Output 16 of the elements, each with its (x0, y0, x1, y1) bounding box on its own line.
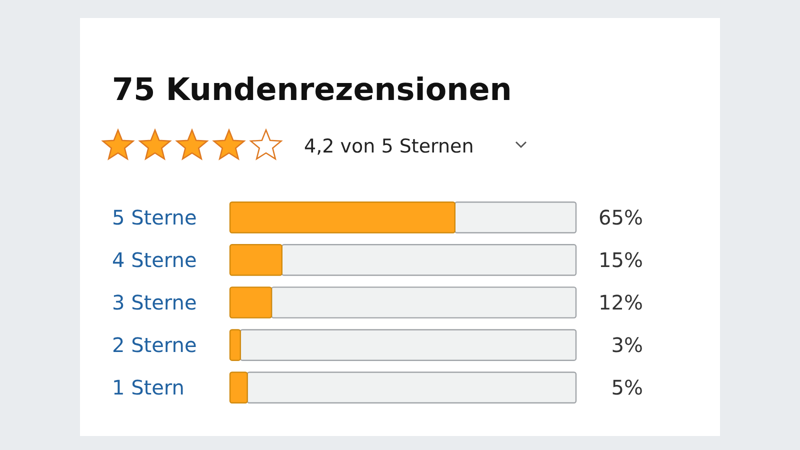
data-label: 5% (611, 376, 643, 400)
y-tick-label: 3 Sterne (112, 290, 197, 314)
bar (229, 372, 248, 404)
y-tick-label: 4 Sterne (112, 248, 197, 272)
chart-subtitle: 4,2 von 5 Sternen (304, 136, 474, 158)
data-label: 65% (598, 205, 643, 230)
y-tick-label: 5 Sterne (112, 205, 197, 230)
data-label: 3% (611, 333, 643, 358)
data-label: 15% (598, 248, 643, 272)
chart-title: 75 Kundenrezensionen (112, 72, 512, 108)
bar (229, 244, 282, 276)
y-tick-label: 1 Stern (112, 376, 184, 400)
y-tick-label: 2 Sterne (112, 333, 197, 358)
data-label: 12% (598, 290, 643, 314)
bar (229, 329, 241, 361)
bar (229, 286, 272, 318)
